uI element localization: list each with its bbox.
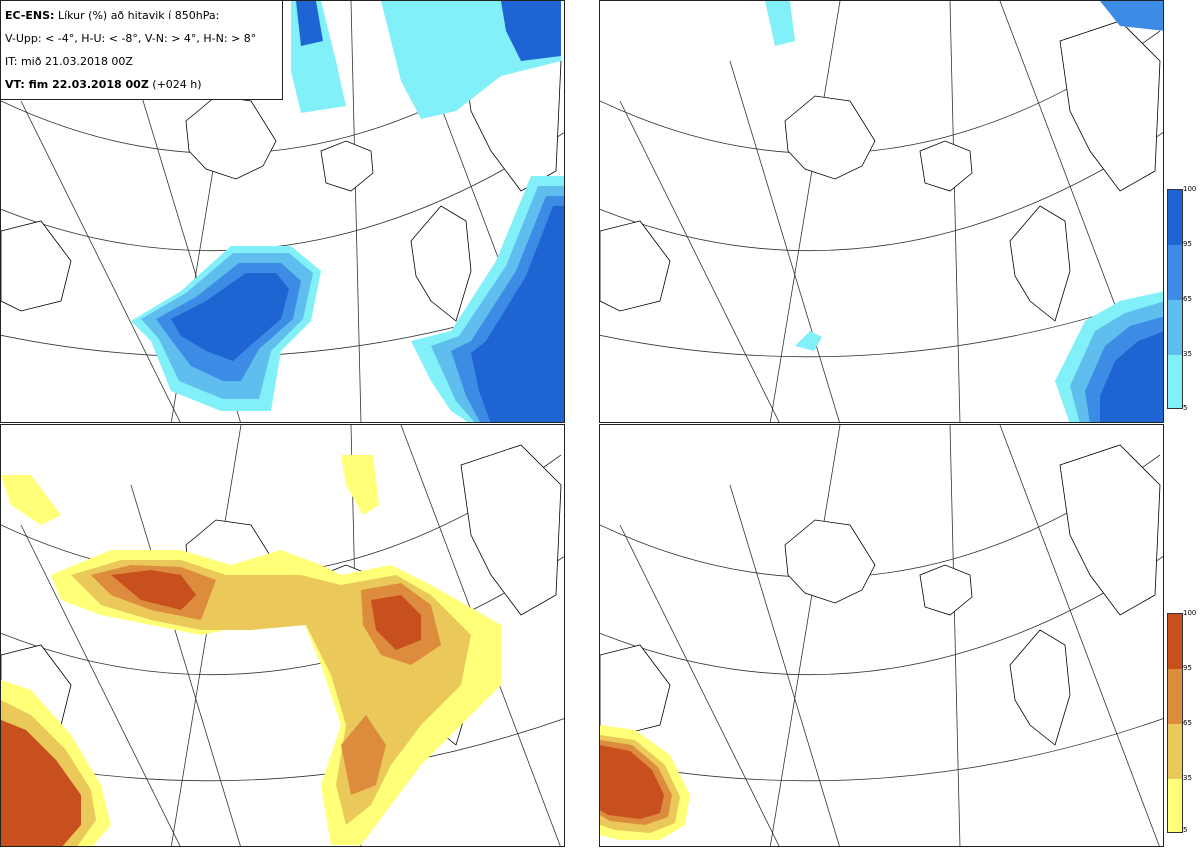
map-panel-warm-4 bbox=[0, 424, 565, 847]
prob-cold8-east bbox=[765, 1, 1163, 422]
prob-cold4-east bbox=[411, 176, 564, 422]
info-model-label: EC-ENS: bbox=[5, 9, 55, 22]
colorbar-cold-label-35: 35 bbox=[1183, 350, 1192, 358]
colorbar-warm-seg-4 bbox=[1168, 779, 1182, 832]
colorbar-cold-seg-2 bbox=[1168, 245, 1182, 300]
colorbar-warm-seg-3 bbox=[1168, 724, 1182, 779]
prob-cold4-north bbox=[291, 1, 561, 119]
colorbar-warm-label-100: 100 bbox=[1183, 609, 1197, 617]
coastlines bbox=[600, 20, 1161, 322]
colorbar-cold-seg-4 bbox=[1168, 355, 1182, 408]
info-title-line: EC-ENS: Líkur (%) að hitavik í 850hPa: bbox=[5, 4, 278, 27]
coastlines bbox=[600, 444, 1161, 746]
prob-warm8 bbox=[600, 725, 690, 840]
map-panel-cold-8 bbox=[599, 0, 1164, 423]
colorbar-cold-seg-1 bbox=[1168, 190, 1182, 245]
colorbar-warm-label-65: 65 bbox=[1183, 719, 1192, 727]
colorbar-warm-label-35: 35 bbox=[1183, 774, 1192, 782]
prob-warm4 bbox=[1, 455, 501, 846]
info-init-time: IT: mið 21.03.2018 00Z bbox=[5, 55, 133, 68]
map-cold-8 bbox=[600, 1, 1163, 422]
map-warm-4 bbox=[1, 425, 564, 846]
colorbar-cold-label-95: 95 bbox=[1183, 240, 1192, 248]
colorbar-warm-seg-1 bbox=[1168, 614, 1182, 669]
map-info-box: EC-ENS: Líkur (%) að hitavik í 850hPa: V… bbox=[0, 0, 283, 100]
prob-cold4-west bbox=[131, 246, 321, 411]
info-valid-time: VT: fim 22.03.2018 00Z bbox=[5, 78, 149, 91]
colorbar-cold-seg-3 bbox=[1168, 300, 1182, 355]
colorbar-warm-label-95: 95 bbox=[1183, 664, 1192, 672]
info-valid-time-line: VT: fim 22.03.2018 00Z (+024 h) bbox=[5, 73, 278, 96]
colorbar-warm-seg-2 bbox=[1168, 669, 1182, 724]
map-cold-4 bbox=[1, 1, 564, 422]
colorbar-cold-label-65: 65 bbox=[1183, 295, 1192, 303]
colorbar-warm bbox=[1167, 613, 1183, 833]
map-panel-warm-8 bbox=[599, 424, 1164, 847]
info-lead-time: (+024 h) bbox=[148, 78, 202, 91]
info-description: Líkur (%) að hitavik í 850hPa: bbox=[54, 9, 220, 22]
colorbar-cold-label-5: 5 bbox=[1183, 404, 1188, 412]
info-thresholds: V-Upp: < -4°, H-U: < -8°, V-N: > 4°, H-N… bbox=[5, 32, 257, 45]
map-warm-8 bbox=[600, 425, 1163, 846]
colorbar-cold-label-100: 100 bbox=[1183, 185, 1197, 193]
colorbar-warm-label-5: 5 bbox=[1183, 826, 1188, 834]
colorbar-cold bbox=[1167, 189, 1183, 409]
